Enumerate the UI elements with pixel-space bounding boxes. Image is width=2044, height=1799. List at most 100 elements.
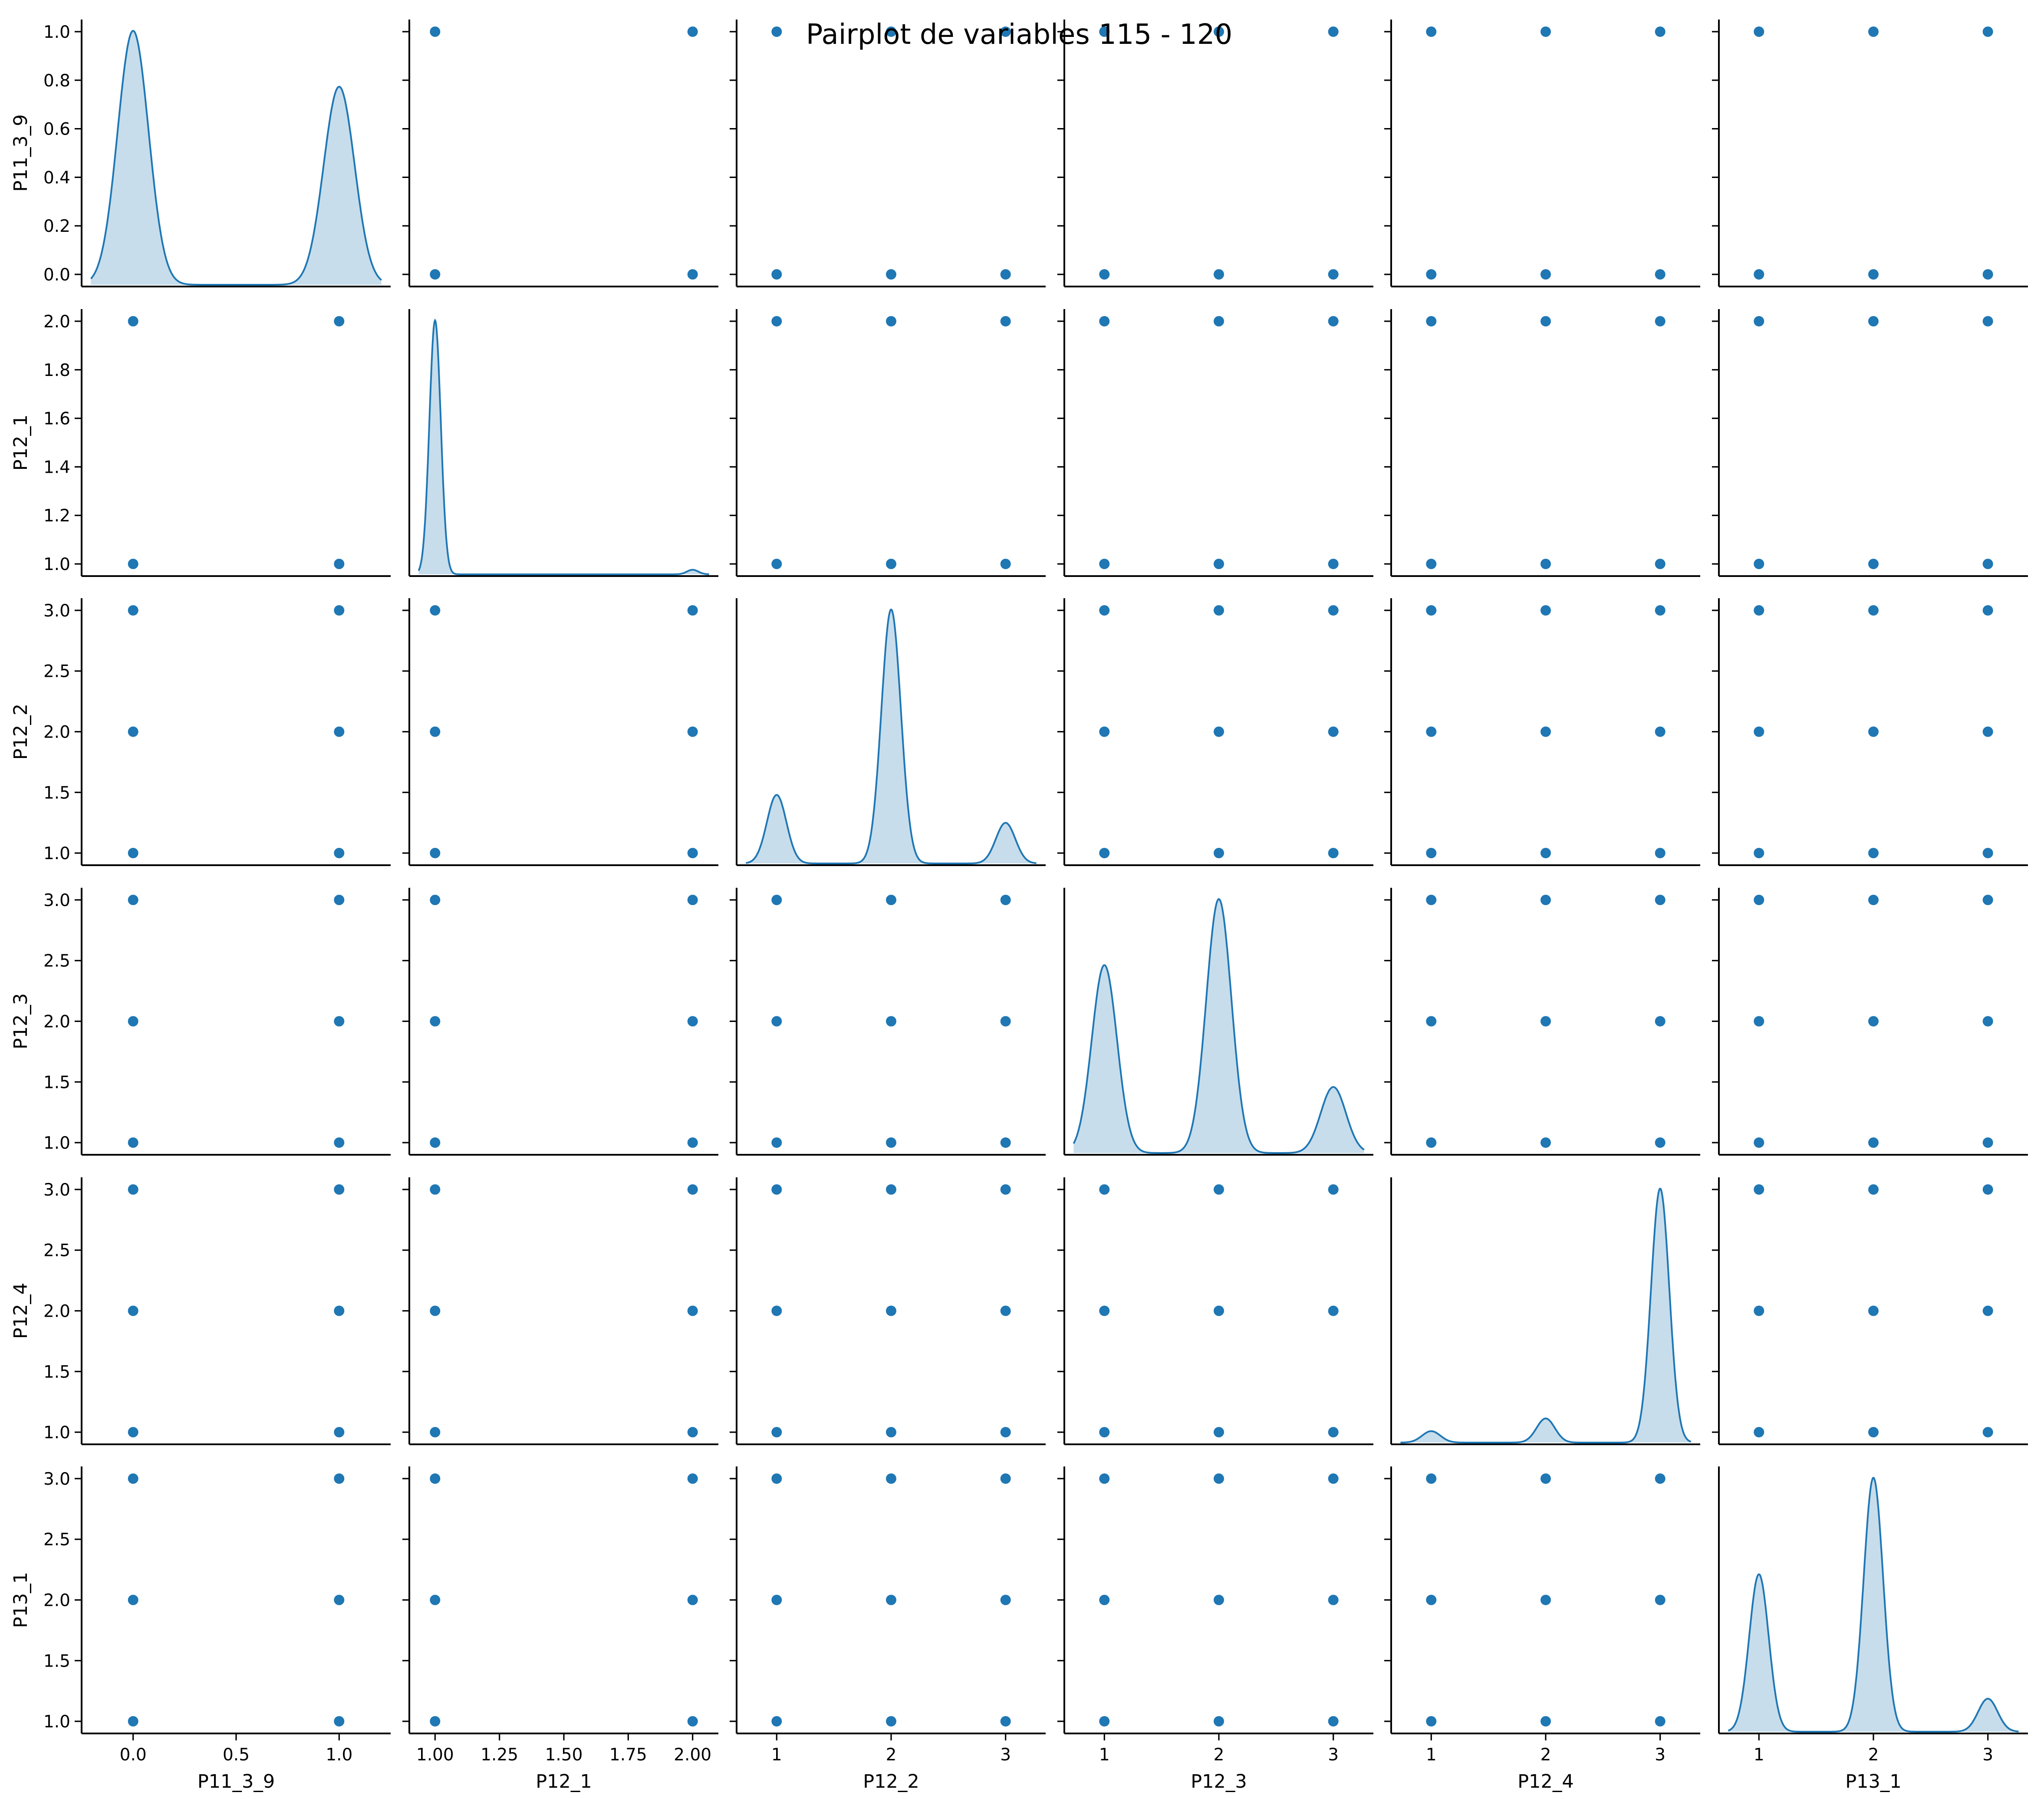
kde-curve-P11_3_9 bbox=[90, 30, 382, 286]
scatter-point bbox=[1000, 1595, 1011, 1605]
scatter-point bbox=[1099, 1305, 1110, 1316]
x-tick-label: 2.00 bbox=[674, 1745, 711, 1765]
panel-P11_3_9-vs-P12_1 bbox=[402, 20, 718, 287]
scatter-point bbox=[1655, 1473, 1665, 1484]
x-tick-label: 1.0 bbox=[326, 1745, 352, 1765]
scatter-point bbox=[886, 1137, 896, 1148]
scatter-point bbox=[430, 1595, 441, 1605]
scatter-point bbox=[128, 1427, 138, 1437]
x-tick-label: 3 bbox=[1655, 1745, 1665, 1765]
scatter-point bbox=[687, 1305, 698, 1316]
scatter-point bbox=[1754, 895, 1764, 905]
scatter-point bbox=[334, 1473, 345, 1484]
scatter-point bbox=[430, 269, 441, 280]
scatter-point bbox=[1868, 848, 1879, 858]
scatter-point bbox=[1099, 1473, 1110, 1484]
scatter-point bbox=[687, 895, 698, 905]
scatter-point bbox=[1655, 1716, 1665, 1727]
scatter-point bbox=[128, 1184, 138, 1195]
scatter-point bbox=[1540, 848, 1551, 858]
scatter-point bbox=[128, 1716, 138, 1727]
scatter-point bbox=[128, 605, 138, 616]
x-axis-label: P11_3_9 bbox=[197, 1771, 275, 1792]
x-axis-label: P12_2 bbox=[863, 1771, 919, 1792]
scatter-point bbox=[1328, 1473, 1339, 1484]
scatter-point bbox=[1540, 559, 1551, 569]
scatter-point bbox=[1982, 559, 1993, 569]
scatter-point bbox=[886, 1427, 896, 1437]
scatter-point bbox=[1982, 605, 1993, 616]
scatter-point bbox=[1000, 1184, 1011, 1195]
x-tick-label: 1.75 bbox=[609, 1745, 647, 1765]
scatter-point bbox=[1754, 1184, 1764, 1195]
scatter-point bbox=[1000, 1137, 1011, 1148]
scatter-point bbox=[1214, 1716, 1224, 1727]
scatter-point bbox=[1868, 726, 1879, 737]
y-axis-label: P12_2 bbox=[10, 704, 32, 760]
scatter-point bbox=[430, 1184, 441, 1195]
x-tick-label: 3 bbox=[1328, 1745, 1339, 1765]
scatter-point bbox=[1982, 1016, 1993, 1027]
panel-P12_3-vs-P12_1 bbox=[402, 888, 718, 1156]
scatter-point bbox=[1655, 1595, 1665, 1605]
scatter-point bbox=[1214, 848, 1224, 858]
scatter-point bbox=[687, 1716, 698, 1727]
x-tick-label: 2 bbox=[1214, 1745, 1224, 1765]
scatter-point bbox=[1868, 1016, 1879, 1027]
scatter-point bbox=[1099, 605, 1110, 616]
scatter-point bbox=[128, 1016, 138, 1027]
scatter-point bbox=[430, 1305, 441, 1316]
scatter-point bbox=[886, 559, 896, 569]
y-axis-label: P12_3 bbox=[10, 993, 32, 1050]
y-tick-label: 2.5 bbox=[43, 952, 70, 971]
scatter-point bbox=[1214, 269, 1224, 280]
panel-P12_3-vs-P12_4 bbox=[1384, 888, 1700, 1156]
panel-P11_3_9-vs-P12_4 bbox=[1384, 20, 1700, 287]
scatter-point bbox=[128, 316, 138, 326]
scatter-point bbox=[771, 269, 782, 280]
scatter-point bbox=[1982, 726, 1993, 737]
scatter-point bbox=[886, 895, 896, 905]
kde-curve-P13_1 bbox=[1728, 1476, 2019, 1733]
scatter-point bbox=[886, 1473, 896, 1484]
y-tick-label: 1.6 bbox=[43, 409, 70, 429]
panel-P12_4-vs-P12_3 bbox=[1057, 1177, 1373, 1445]
x-tick-label: 1.00 bbox=[416, 1745, 454, 1765]
scatter-point bbox=[430, 1716, 441, 1727]
panel-P13_1-vs-P12_3: 1 2 3 P12_3 bbox=[1057, 1466, 1373, 1792]
scatter-point bbox=[1868, 1137, 1879, 1148]
panel-P13_1-vs-P13_1: 1 2 3 P13_1 bbox=[1718, 1466, 2028, 1792]
scatter-point bbox=[1868, 1427, 1879, 1437]
scatter-point bbox=[771, 1473, 782, 1484]
scatter-point bbox=[1426, 1473, 1437, 1484]
scatter-point bbox=[1214, 1427, 1224, 1437]
scatter-point bbox=[771, 1595, 782, 1605]
scatter-point bbox=[430, 895, 441, 905]
scatter-point bbox=[771, 26, 782, 37]
scatter-point bbox=[128, 895, 138, 905]
y-tick-label: 3.0 bbox=[43, 1470, 70, 1489]
scatter-point bbox=[1214, 1184, 1224, 1195]
scatter-point bbox=[1754, 1137, 1764, 1148]
panel-P12_1-vs-P12_3 bbox=[1057, 309, 1373, 577]
scatter-point bbox=[1000, 1016, 1011, 1027]
scatter-point bbox=[1754, 1305, 1764, 1316]
y-tick-label: 2.0 bbox=[43, 1591, 70, 1611]
scatter-point bbox=[334, 848, 345, 858]
scatter-point bbox=[128, 1473, 138, 1484]
scatter-point bbox=[687, 1016, 698, 1027]
panel-P12_2-vs-P12_4 bbox=[1384, 598, 1700, 866]
x-tick-label: 0.5 bbox=[223, 1745, 250, 1765]
y-tick-label: 1.0 bbox=[43, 844, 70, 863]
kde-curve-P12_1 bbox=[418, 318, 709, 575]
scatter-point bbox=[1099, 726, 1110, 737]
scatter-point bbox=[687, 26, 698, 37]
scatter-point bbox=[771, 559, 782, 569]
panel-P11_3_9-vs-P11_3_9: 0.0 0.2 0.4 0.6 0.8 1.0 P11_3_9 bbox=[10, 20, 391, 287]
scatter-point bbox=[1754, 269, 1764, 280]
y-tick-label: 0.8 bbox=[43, 71, 70, 91]
scatter-point bbox=[128, 1137, 138, 1148]
scatter-point bbox=[430, 848, 441, 858]
scatter-point bbox=[1099, 559, 1110, 569]
y-tick-label: 0.2 bbox=[43, 217, 70, 236]
